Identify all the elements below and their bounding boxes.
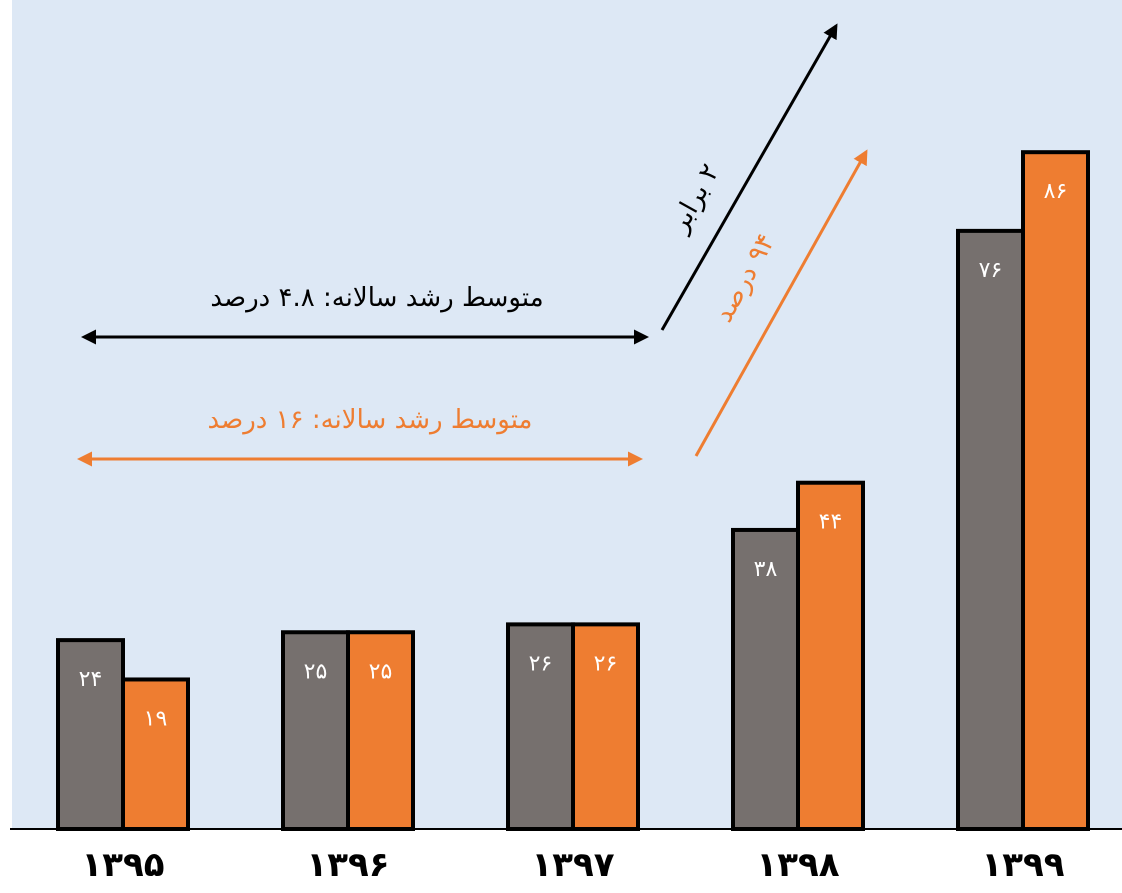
bar-series2-2 (346, 630, 415, 831)
data-label-series1-2: ۲۵ (304, 659, 328, 684)
data-label-series2-4: ۴۴ (819, 510, 843, 535)
black-span-label: متوسط رشد سالانه: ۴.۸ درصد (210, 283, 543, 313)
bar-series2-5 (1021, 150, 1090, 831)
x-tick-label-5: ۱۳۹۹ (981, 845, 1064, 885)
data-label-series1-5: ۷۶ (979, 258, 1003, 283)
bar-series1-4 (731, 527, 800, 831)
bar-series2-4 (796, 480, 865, 831)
x-tick-label-1: ۱۳۹۵ (81, 845, 164, 885)
x-tick-label-2: ۱۳۹۶ (306, 845, 389, 885)
x-tick-labels: ۱۳۹۵ ۱۳۹۶ ۱۳۹۷ ۱۳۹۸ ۱۳۹۹ (81, 845, 1064, 885)
bar-series2-1 (121, 677, 190, 831)
bar-series1-2 (281, 630, 350, 831)
bar-series1-5 (956, 228, 1025, 831)
orange-jump-arrow (694, 149, 868, 457)
x-tick-label-4: ۱۳۹۸ (756, 845, 839, 885)
x-tick-label-3: ۱۳۹۷ (531, 845, 614, 885)
data-label-series1-1: ۲۴ (79, 667, 103, 692)
data-label-series2-3: ۲۶ (594, 651, 618, 676)
bar-series2-3 (571, 622, 640, 831)
data-label-series2-5: ۸۶ (1044, 179, 1068, 204)
data-label-series2-1: ۱۹ (144, 706, 168, 731)
bars-group: ۲۴ ۱۹ ۲۵ ۲۵ ۲۶ ۲۶ ۳۸ ۴۴ ۷۶ ۸۶ (56, 150, 1090, 831)
bar-series1-1 (56, 638, 125, 831)
data-label-series2-2: ۲۵ (369, 659, 393, 684)
black-jump-arrow (660, 23, 838, 331)
data-label-series1-4: ۳۸ (754, 557, 778, 582)
data-label-series1-3: ۲۶ (529, 651, 553, 676)
orange-span-label: متوسط رشد سالانه: ۱۶ درصد (208, 405, 533, 435)
